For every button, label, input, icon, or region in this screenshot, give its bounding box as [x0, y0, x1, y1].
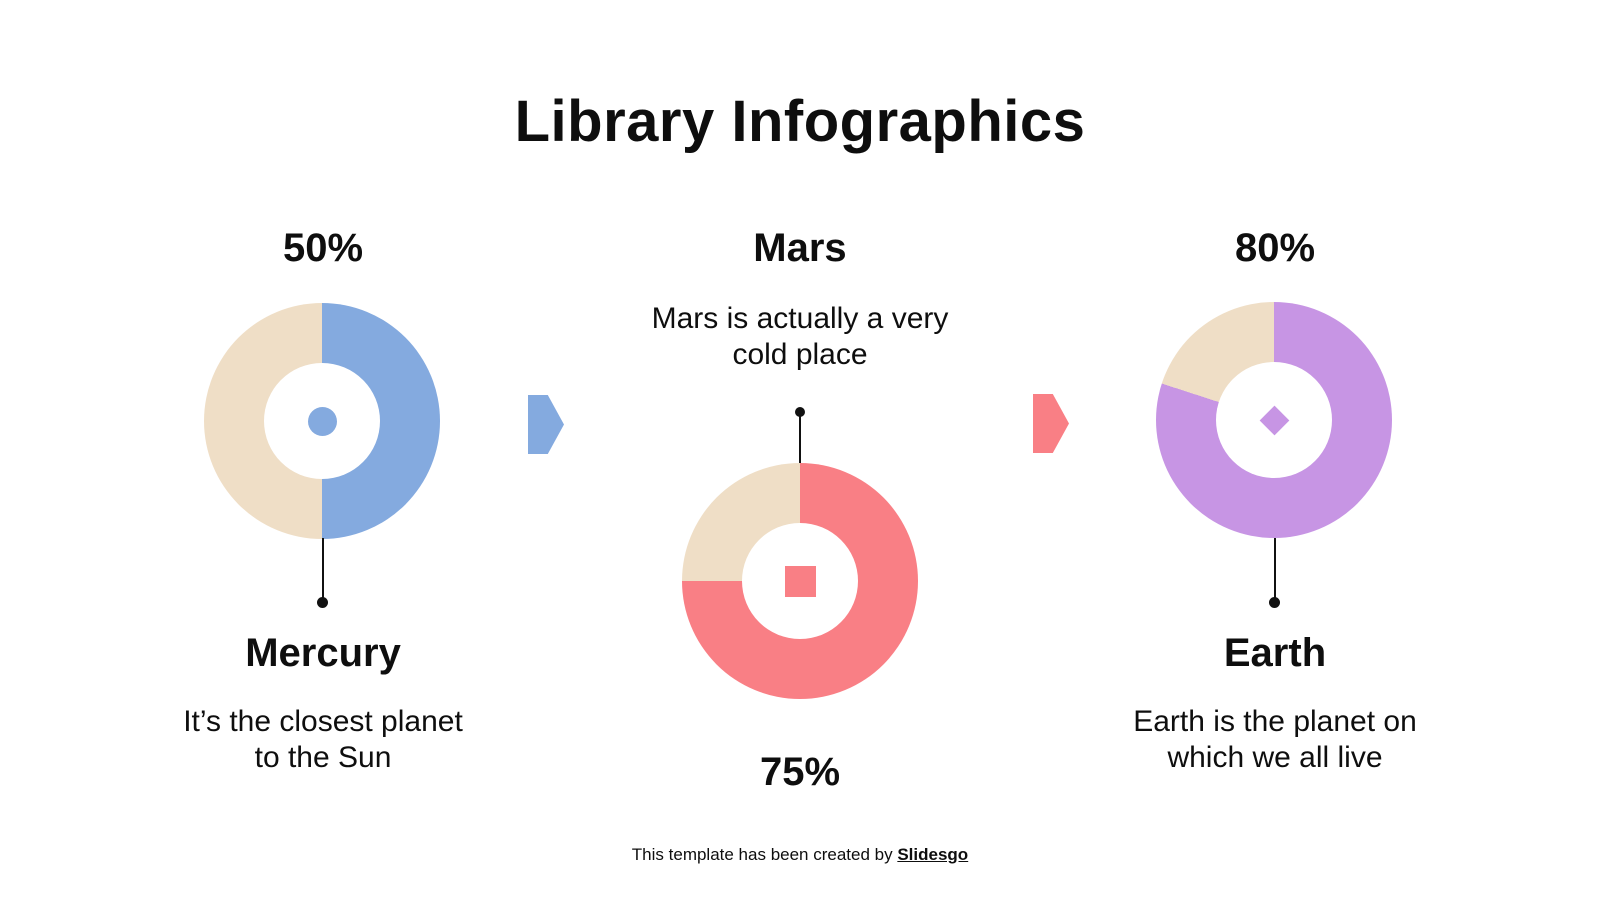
mars-donut-chart	[682, 463, 918, 699]
arrow-right-icon	[528, 395, 564, 454]
page-title: Library Infographics	[514, 89, 1086, 154]
slidesgo-link[interactable]: Slidesgo	[897, 845, 969, 864]
earth-description: Earth is the planet on which we all live	[1133, 705, 1417, 774]
mars-donut-hole	[742, 523, 858, 639]
mercury-endpoint-dot	[317, 597, 328, 608]
mars-percentage: 75%	[759, 750, 841, 794]
footer-credit: This template has been created by Slides…	[0, 845, 1600, 865]
earth-title: Earth	[1223, 631, 1327, 675]
mercury-description: It’s the closest planet to the Sun	[183, 705, 463, 774]
mercury-title: Mercury	[245, 631, 401, 675]
earth-donut-chart	[1156, 302, 1392, 538]
mars-title: Mars	[753, 226, 847, 270]
mercury-percentage: 50%	[282, 226, 364, 270]
earth-percentage: 80%	[1234, 226, 1316, 270]
mars-center-square-icon	[784, 565, 816, 597]
mercury-donut-chart	[204, 303, 440, 539]
mercury-center-circle-icon	[307, 406, 337, 436]
mars-connector-line	[799, 416, 801, 463]
earth-center-diamond-icon	[1259, 405, 1289, 435]
earth-endpoint-dot	[1269, 597, 1280, 608]
earth-donut-hole	[1216, 362, 1332, 478]
earth-connector-line	[1274, 538, 1276, 599]
arrow-right-icon	[1033, 394, 1069, 453]
mars-endpoint-dot	[795, 407, 805, 417]
mercury-donut-hole	[264, 363, 380, 479]
mercury-connector-line	[322, 538, 324, 599]
footer-credit-text: This template has been created by	[631, 845, 898, 864]
mars-description: Mars is actually a very cold place	[651, 302, 949, 371]
